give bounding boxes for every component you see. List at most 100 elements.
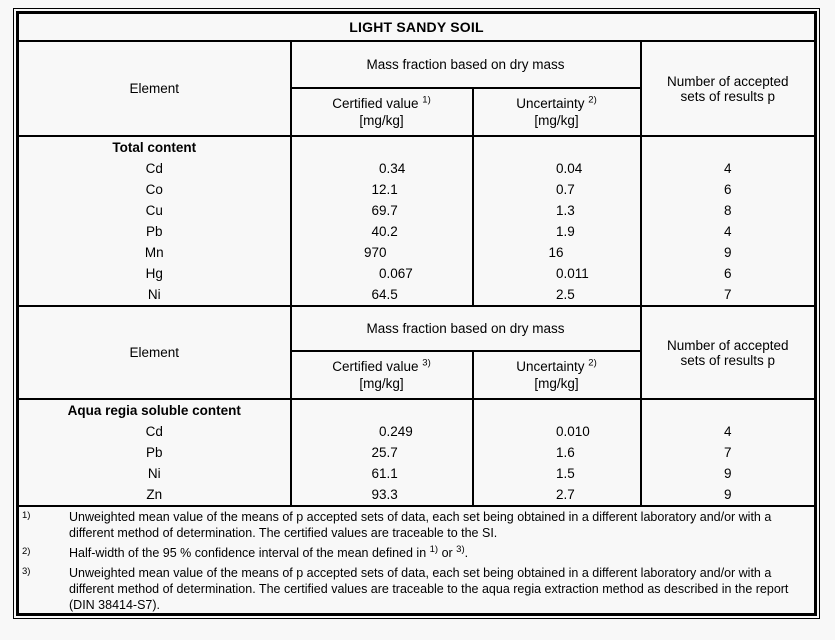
accepted-count: 4: [723, 161, 732, 176]
footnote-1: 1) Unweighted mean value of the means of…: [19, 509, 814, 541]
accepted-count: 9: [723, 466, 732, 481]
certified-footnote-ref-1: 1): [422, 94, 431, 106]
footnote-text-post: .: [464, 546, 469, 560]
accepted-header-line2: sets of results p: [680, 352, 776, 368]
certified-value: 61.1: [371, 466, 398, 481]
certified-value: 970: [363, 245, 387, 260]
accepted-header-line2: sets of results p: [680, 88, 776, 104]
footnotes-section: 1) Unweighted mean value of the means of…: [16, 505, 817, 616]
table-title: LIGHT SANDY SOIL: [16, 11, 817, 42]
uncertainty-value: 0.7: [555, 182, 575, 197]
spacer-line: [642, 137, 815, 158]
uncertainty-header-2: Uncertainty 2) [mg/kg]: [471, 350, 642, 400]
uncertainty-footnote-ref-2: 2): [588, 357, 597, 369]
certified-label-1: Certified value: [332, 96, 423, 111]
certified-column-2: 0.249 25.7 61.1 93.3: [289, 398, 474, 507]
uncertainty-value: 16: [548, 245, 564, 260]
element-symbol: Zn: [146, 487, 163, 502]
certified-value: 12.1: [371, 182, 398, 197]
certified-value: 25.7: [371, 445, 398, 460]
element-column-1: Total content Cd Co Cu Pb Mn Hg Ni: [16, 135, 292, 307]
uncertainty-label-1: Uncertainty: [516, 96, 589, 111]
certified-unit-1: [mg/kg]: [359, 113, 404, 128]
table-outer-frame: LIGHT SANDY SOIL Element Mass fraction b…: [13, 8, 820, 619]
certified-value: 69.7: [371, 203, 398, 218]
uncertainty-value: 0.04: [555, 161, 583, 176]
element-column-2: Aqua regia soluble content Cd Pb Ni Zn: [16, 398, 292, 507]
uncertainty-value: 1.5: [555, 466, 575, 481]
footnote-ref-3: 3): [456, 543, 465, 555]
element-symbol: Mn: [144, 245, 164, 260]
uncertainty-value: 0.011: [555, 266, 589, 281]
footnote-text: Unweighted mean value of the means of p …: [69, 510, 772, 540]
certified-column-1: 0.34 12.1 69.7 40.2 970 0.067 64.5: [289, 135, 474, 307]
accepted-count: 4: [723, 224, 732, 239]
certified-unit-2: [mg/kg]: [359, 376, 404, 391]
element-symbol: Cu: [145, 203, 163, 218]
accepted-count: 4: [723, 424, 732, 439]
element-header-2: Element: [16, 305, 292, 400]
uncertainty-column-1: 0.04 0.7 1.3 1.9 16 0.011 2.5: [471, 135, 642, 307]
uncertainty-unit-2: [mg/kg]: [534, 376, 579, 391]
element-symbol: Hg: [145, 266, 163, 281]
accepted-header-line1: Number of accepted: [666, 337, 789, 353]
uncertainty-value: 1.3: [555, 203, 575, 218]
footnote-text: Unweighted mean value of the means of p …: [69, 566, 789, 612]
spacer-line: [292, 400, 472, 421]
footnote-marker: 2): [22, 546, 31, 557]
accepted-header-line1: Number of accepted: [666, 73, 789, 89]
spacer-line: [474, 137, 640, 158]
certified-footnote-ref-2: 3): [422, 357, 431, 369]
uncertainty-value: 2.5: [555, 287, 575, 302]
accepted-count: 8: [723, 203, 732, 218]
element-symbol: Pb: [145, 224, 163, 239]
footnote-marker: 1): [22, 510, 31, 521]
footnote-text: Half-width of the 95 % confidence interv…: [69, 545, 814, 561]
accepted-sets-header-2: Number of accepted sets of results p: [639, 305, 817, 400]
accepted-sets-header-1: Number of accepted sets of results p: [639, 40, 817, 137]
mass-fraction-header-2: Mass fraction based on dry mass: [289, 305, 642, 352]
accepted-column-1: 4 6 8 4 9 6 7: [639, 135, 817, 307]
uncertainty-footnote-ref-1: 2): [588, 94, 597, 106]
accepted-column-2: 4 7 9 9: [639, 398, 817, 507]
accepted-count: 7: [723, 445, 732, 460]
group-label-total-content: Total content: [112, 140, 197, 155]
element-symbol: Pb: [145, 445, 163, 460]
uncertainty-value: 1.6: [555, 445, 575, 460]
certified-label-2: Certified value: [332, 359, 423, 374]
spacer-line: [292, 137, 472, 158]
accepted-count: 6: [723, 182, 732, 197]
certified-value: 40.2: [371, 224, 398, 239]
footnote-3: 3) Unweighted mean value of the means of…: [19, 565, 814, 613]
footnote-ref-1: 1): [429, 543, 439, 555]
footnote-text-mid: or: [438, 546, 457, 560]
uncertainty-value: 2.7: [555, 487, 575, 502]
certified-value: 0.249: [378, 424, 413, 439]
element-symbol: Cd: [145, 424, 163, 439]
uncertainty-value: 1.9: [555, 224, 575, 239]
certified-value-header-1: Certified value 1) [mg/kg]: [289, 87, 474, 137]
element-symbol: Cd: [145, 161, 163, 176]
element-symbol: Ni: [147, 466, 161, 481]
accepted-count: 9: [723, 487, 732, 502]
accepted-count: 6: [723, 266, 732, 281]
certified-value: 0.34: [378, 161, 406, 176]
spacer-line: [474, 400, 640, 421]
element-symbol: Co: [145, 182, 163, 197]
uncertainty-value: 0.010: [555, 424, 590, 439]
certified-value: 64.5: [371, 287, 398, 302]
certified-value: 93.3: [371, 487, 398, 502]
element-symbol: Ni: [147, 287, 161, 302]
certified-value: 0.067: [378, 266, 413, 281]
uncertainty-column-2: 0.010 1.6 1.5 2.7: [471, 398, 642, 507]
uncertainty-unit-1: [mg/kg]: [534, 113, 579, 128]
spacer-line: [642, 400, 815, 421]
element-header-1: Element: [16, 40, 292, 137]
uncertainty-header-1: Uncertainty 2) [mg/kg]: [471, 87, 642, 137]
footnote-text-pre: Half-width of the 95 % confidence interv…: [69, 546, 430, 560]
footnote-marker: 3): [22, 566, 31, 577]
footnote-2: 2) Half-width of the 95 % confidence int…: [19, 545, 814, 561]
accepted-count: 7: [723, 287, 732, 302]
accepted-count: 9: [723, 245, 732, 260]
soil-data-table: LIGHT SANDY SOIL Element Mass fraction b…: [16, 11, 817, 616]
